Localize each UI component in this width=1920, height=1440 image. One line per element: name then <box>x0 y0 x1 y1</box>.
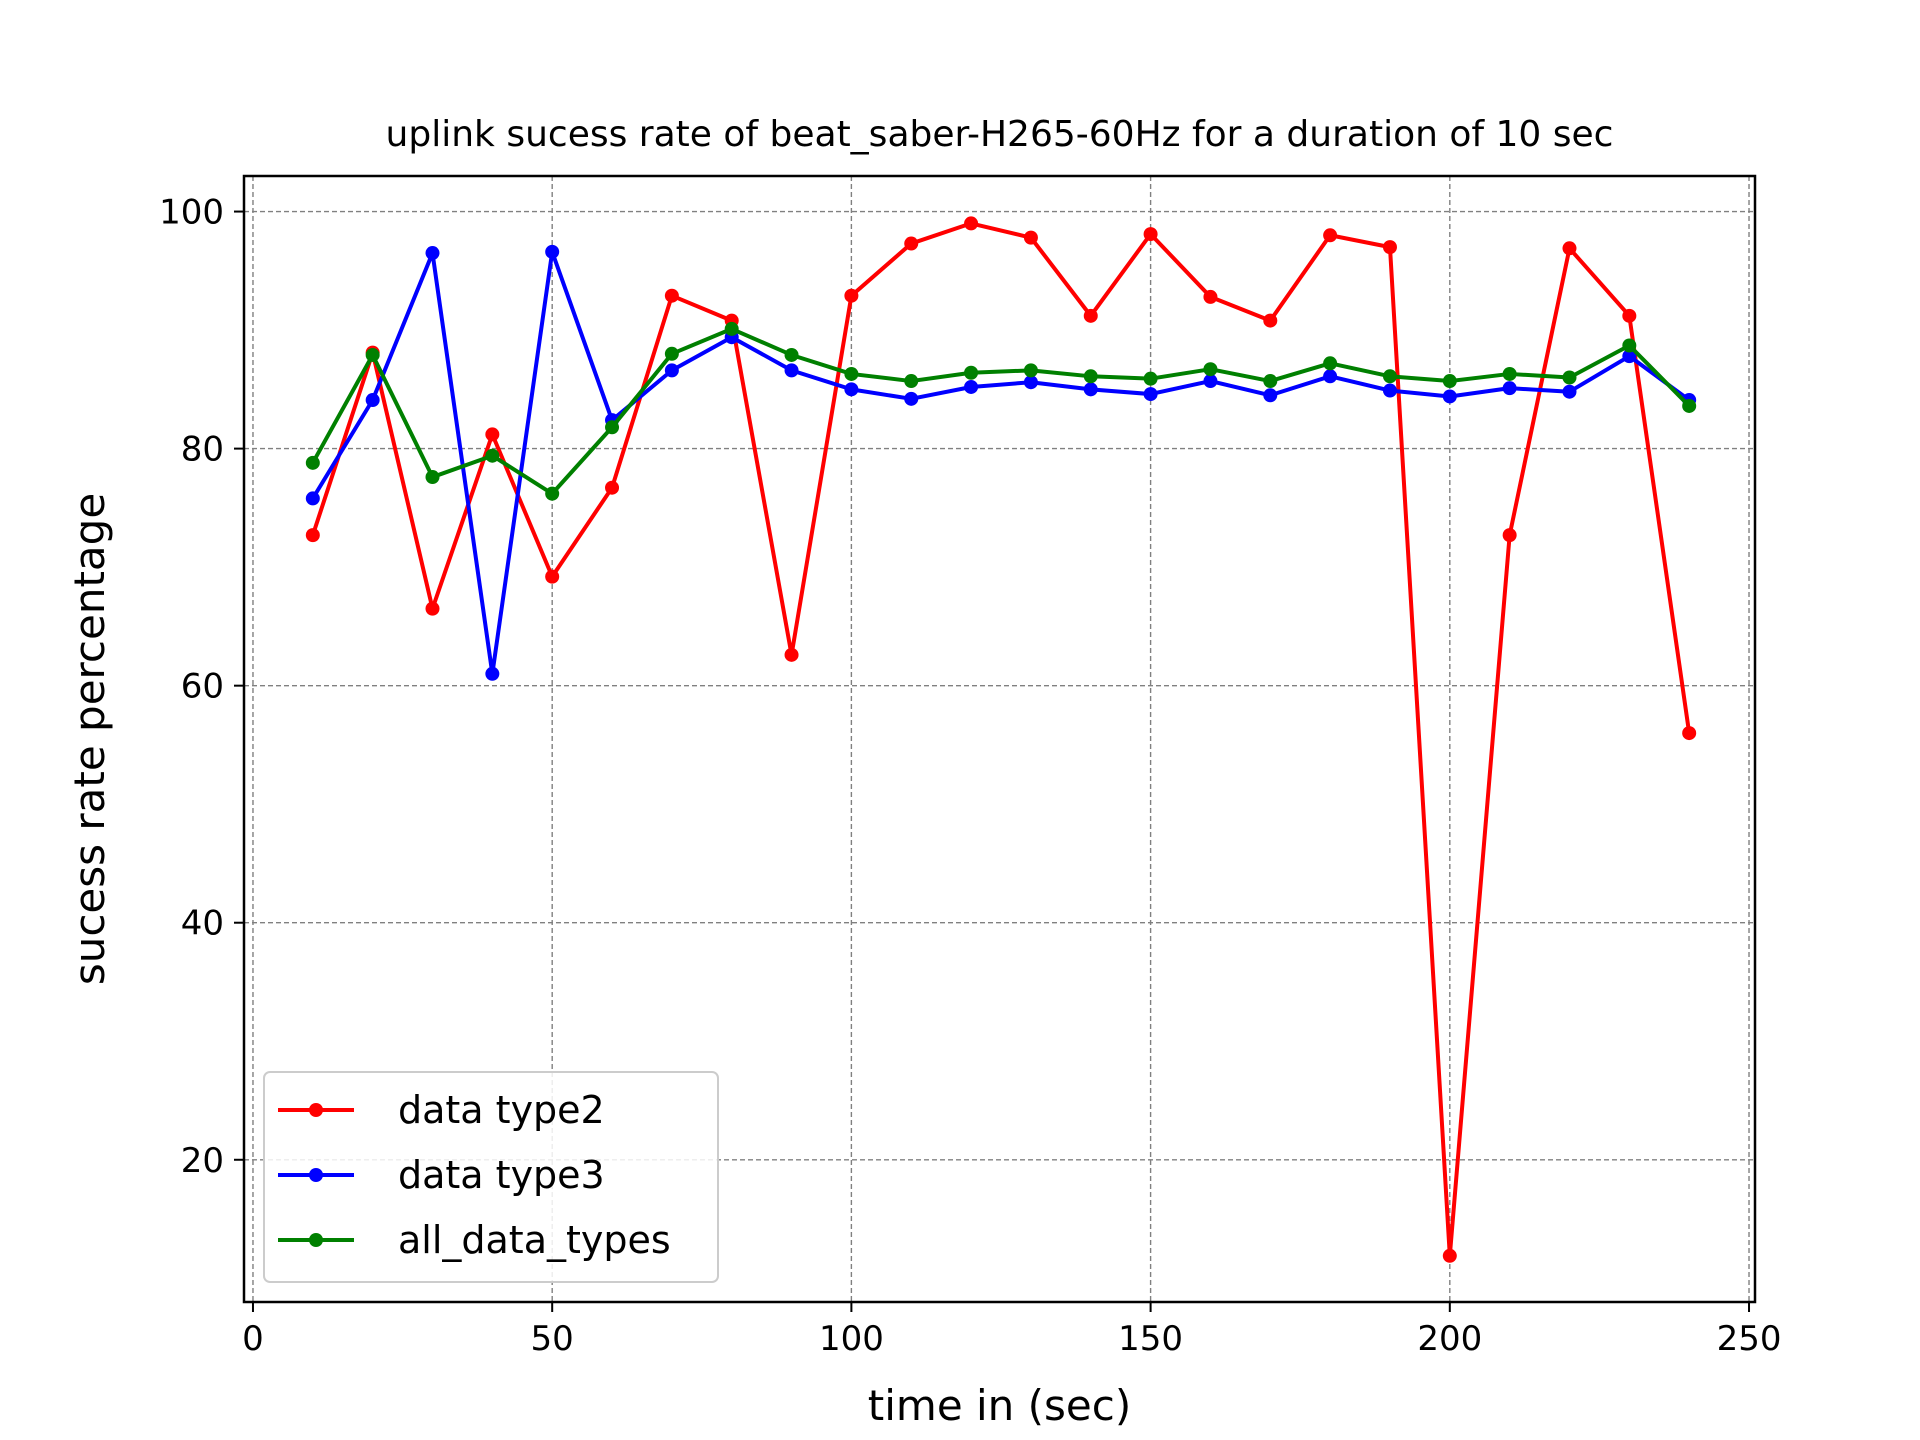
data-point <box>1682 726 1697 741</box>
x-tick-label: 150 <box>1118 1319 1183 1359</box>
y-tick-label: 80 <box>181 430 224 470</box>
data-point <box>784 347 799 362</box>
x-tick-label: 250 <box>1717 1319 1782 1359</box>
data-point <box>784 647 799 662</box>
series-line <box>311 249 1691 676</box>
x-tick-label: 100 <box>819 1319 884 1359</box>
y-axis-label: sucess rate percentage <box>65 493 114 985</box>
y-tick-label: 20 <box>181 1141 224 1181</box>
data-point <box>305 528 320 543</box>
chart-title: uplink sucess rate of beat_saber-H265-60… <box>386 114 1614 155</box>
data-point <box>545 486 560 501</box>
data-point <box>365 393 380 408</box>
data-point <box>1562 370 1577 385</box>
data-point <box>1323 228 1338 243</box>
data-point <box>1622 308 1637 323</box>
data-point <box>784 363 799 378</box>
data-point <box>1203 362 1218 377</box>
legend-entry-label: data type2 <box>398 1088 605 1132</box>
series-line <box>311 326 1691 496</box>
data-point <box>425 246 440 261</box>
data-point <box>844 382 859 397</box>
data-point <box>485 448 500 463</box>
legend-swatch-marker <box>309 1233 323 1247</box>
y-tick-label: 100 <box>159 193 224 233</box>
data-point <box>664 288 679 303</box>
data-point <box>724 321 739 336</box>
data-point <box>904 374 919 389</box>
data-point <box>1263 374 1278 389</box>
data-point <box>1203 289 1218 304</box>
data-point <box>904 236 919 251</box>
data-point <box>1442 389 1457 404</box>
data-point <box>1083 308 1098 323</box>
data-point <box>964 379 979 394</box>
data-point <box>844 366 859 381</box>
legend-swatch-marker <box>309 1103 323 1117</box>
series-all-data-types <box>305 321 1697 501</box>
x-tick-label: 0 <box>242 1319 264 1359</box>
data-point <box>904 391 919 406</box>
data-point <box>1263 313 1278 328</box>
data-point <box>964 216 979 231</box>
data-point <box>605 420 620 435</box>
data-point <box>1023 363 1038 378</box>
data-point <box>1502 528 1517 543</box>
series-group <box>305 216 1697 1263</box>
x-tick-label: 200 <box>1417 1319 1482 1359</box>
series-line <box>310 221 1692 1258</box>
legend-entry-label: all_data_types <box>398 1218 671 1262</box>
y-tick-label: 40 <box>181 904 224 944</box>
data-point <box>1323 356 1338 371</box>
data-point <box>1502 366 1517 381</box>
data-point <box>1382 369 1397 384</box>
data-point <box>305 491 320 506</box>
data-point <box>1323 369 1338 384</box>
data-point <box>1562 241 1577 256</box>
data-point <box>1083 369 1098 384</box>
data-point <box>305 455 320 470</box>
data-point <box>1143 371 1158 386</box>
data-point <box>1023 230 1038 245</box>
data-point <box>425 470 440 485</box>
data-point <box>365 347 380 362</box>
data-point <box>1622 338 1637 353</box>
data-point <box>1083 382 1098 397</box>
data-point <box>1442 374 1457 389</box>
series-data-type3 <box>305 244 1697 681</box>
data-point <box>545 569 560 584</box>
data-point <box>1023 375 1038 390</box>
data-point <box>1622 349 1637 364</box>
data-point <box>605 480 620 495</box>
data-point <box>1562 384 1577 399</box>
x-axis-label: time in (sec) <box>868 1381 1131 1430</box>
data-point <box>664 346 679 361</box>
ticks: 0 50 100 150 200 250 20 40 60 80 100 <box>159 193 1781 1359</box>
data-point <box>1143 387 1158 402</box>
data-point <box>1203 374 1218 389</box>
y-tick-label: 60 <box>181 667 224 707</box>
data-point <box>664 363 679 378</box>
data-point <box>964 365 979 380</box>
plot-frame <box>242 174 1757 1304</box>
data-point <box>1442 1248 1457 1263</box>
data-point <box>1682 398 1697 413</box>
data-point <box>1502 381 1517 396</box>
legend-box <box>263 1071 719 1283</box>
legend-entry-label: data type3 <box>398 1153 605 1197</box>
data-point <box>1263 388 1278 403</box>
x-tick-label: 50 <box>531 1319 574 1359</box>
data-point <box>1143 227 1158 242</box>
data-point <box>485 666 500 681</box>
data-point <box>425 601 440 616</box>
legend: data type2 data type3 all_data_types <box>263 1071 719 1283</box>
data-point <box>485 427 500 442</box>
data-point <box>545 244 560 259</box>
legend-swatch-marker <box>309 1168 323 1182</box>
data-point <box>844 288 859 303</box>
data-point <box>1382 240 1397 255</box>
data-point <box>1382 383 1397 398</box>
